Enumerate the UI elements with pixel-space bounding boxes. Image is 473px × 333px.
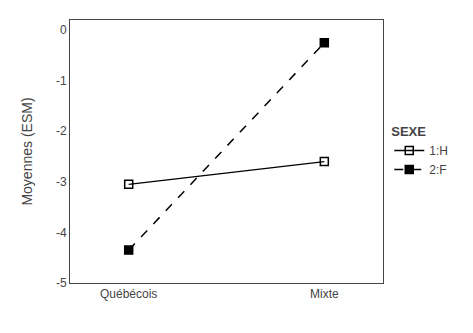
- svg-text:-3: -3: [56, 175, 67, 189]
- svg-text:Moyennes (ESM): Moyennes (ESM): [19, 97, 35, 205]
- svg-text:1:H: 1:H: [429, 144, 448, 158]
- svg-text:-5: -5: [56, 276, 67, 290]
- svg-text:0: 0: [60, 23, 67, 37]
- svg-text:-4: -4: [56, 226, 67, 240]
- svg-text:Mixte: Mixte: [310, 287, 339, 301]
- svg-text:-2: -2: [56, 124, 67, 138]
- svg-text:-1: -1: [56, 74, 67, 88]
- svg-text:Québécois: Québécois: [100, 287, 157, 301]
- svg-text:2:F: 2:F: [429, 163, 446, 177]
- svg-text:SEXE: SEXE: [391, 124, 426, 139]
